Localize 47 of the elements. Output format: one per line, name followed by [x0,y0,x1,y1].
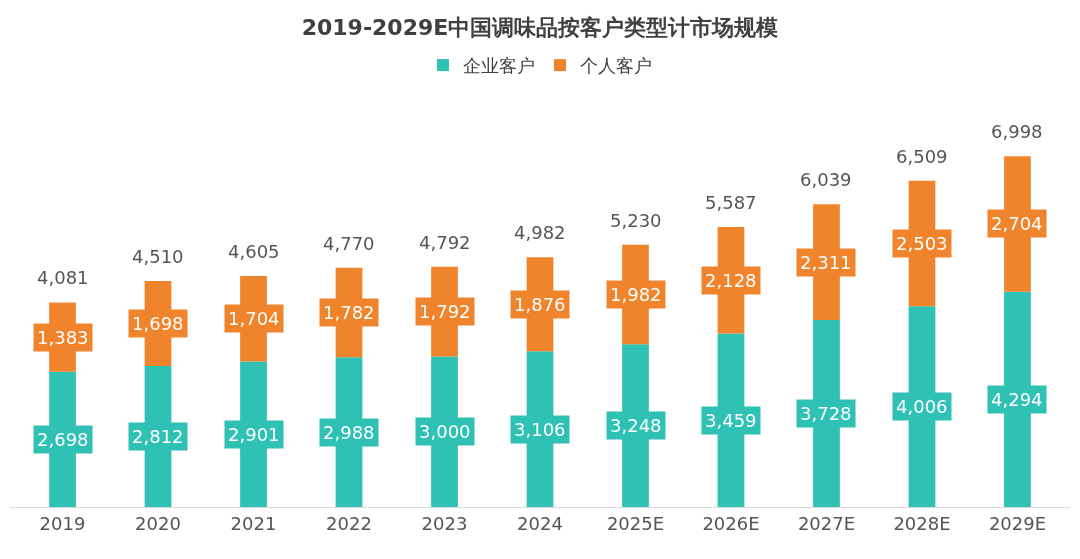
data-label: 3,728 [800,403,852,424]
data-label: 3,248 [610,415,662,436]
total-label: 6,039 [800,169,852,190]
data-label: 2,128 [705,270,757,291]
total-label: 4,605 [228,241,280,262]
x-tick-label: 2028E [893,512,951,534]
total-label: 6,998 [991,121,1043,142]
data-label: 4,294 [991,389,1043,410]
data-label: 1,698 [132,313,184,334]
total-label: 4,770 [323,233,375,254]
x-tick-label: 2025E [606,512,665,534]
total-label: 5,587 [705,192,757,213]
data-label: 2,698 [37,429,89,450]
chart-title: 2019-2029E中国调味品按客户类型计市场规模 [301,14,779,40]
total-label: 4,982 [514,222,566,243]
data-label: 2,311 [800,252,852,273]
data-label: 2,704 [991,213,1043,234]
data-label: 1,704 [228,308,280,329]
data-label: 2,503 [896,233,948,254]
data-label: 3,459 [705,410,757,431]
x-tick-label: 2020 [135,512,181,534]
data-label: 2,812 [132,426,184,447]
x-tick-label: 2026E [702,512,760,534]
data-label: 1,982 [610,284,662,305]
total-label: 5,230 [610,210,662,231]
data-label: 2,988 [323,422,375,443]
legend-label: 个人客户 [580,55,652,77]
data-label: 2,901 [228,424,280,445]
data-label: 1,792 [419,301,471,322]
x-tick-label: 2024 [517,512,563,534]
x-tick-label: 2023 [421,512,468,534]
data-label: 3,000 [419,421,471,442]
total-label: 4,792 [419,232,471,253]
legend-label: 企业客户 [463,55,535,77]
total-label: 6,509 [896,146,948,167]
x-tick-label: 2022 [326,512,372,534]
data-label: 4,006 [896,396,948,417]
data-label: 1,383 [37,327,89,348]
x-tick-label: 2029E [988,512,1047,534]
x-tick-label: 2019 [39,512,86,534]
total-label: 4,081 [37,267,89,288]
x-tick-label: 2021 [230,512,277,534]
x-tick-label: 2027E [797,512,856,534]
data-label: 1,782 [323,302,375,323]
data-label: 3,106 [514,419,566,440]
total-label: 4,510 [132,246,184,267]
data-label: 1,876 [514,294,566,315]
